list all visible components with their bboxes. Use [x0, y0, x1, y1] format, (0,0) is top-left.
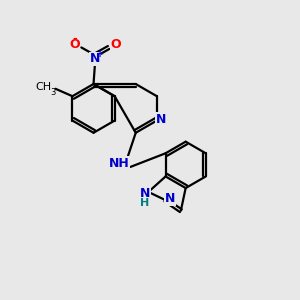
- Text: N: N: [140, 187, 150, 200]
- Text: -: -: [72, 34, 76, 44]
- Text: 3: 3: [50, 88, 56, 97]
- Text: O: O: [69, 38, 80, 51]
- Text: +: +: [96, 49, 104, 59]
- Text: CH: CH: [35, 82, 51, 92]
- Text: H: H: [140, 198, 149, 208]
- Text: O: O: [110, 38, 121, 51]
- Text: N: N: [156, 112, 166, 126]
- Text: N: N: [90, 52, 100, 65]
- Text: NH: NH: [109, 157, 130, 169]
- Text: N: N: [165, 192, 175, 205]
